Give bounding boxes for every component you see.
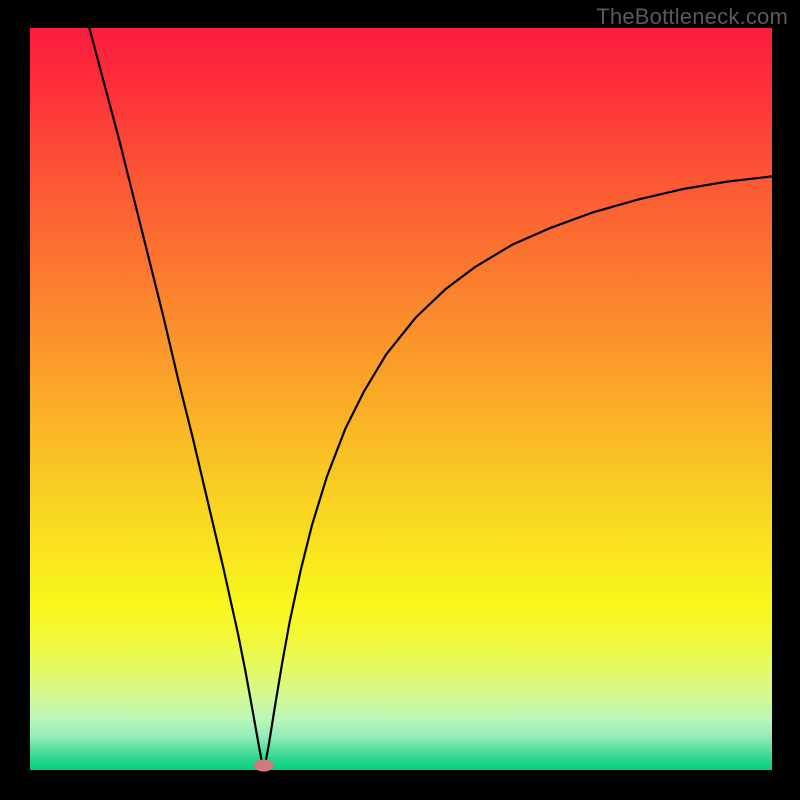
minimum-point-marker bbox=[254, 760, 274, 772]
plot-background bbox=[30, 28, 772, 770]
chart-container: TheBottleneck.com bbox=[0, 0, 800, 800]
bottleneck-curve-chart bbox=[0, 0, 800, 800]
